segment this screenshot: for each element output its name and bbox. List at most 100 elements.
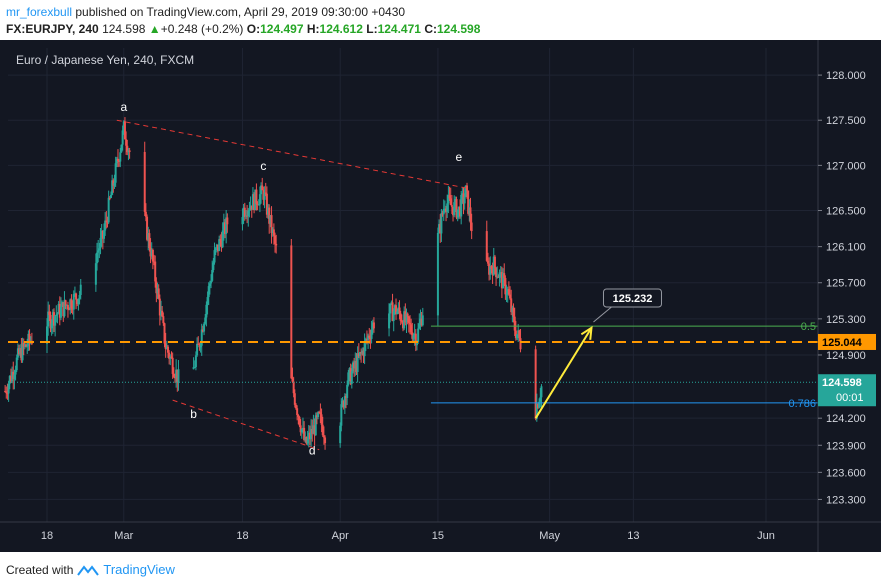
candle-body: [293, 393, 296, 405]
candle-body: [419, 318, 422, 324]
candle-body: [300, 429, 303, 433]
candle-body: [355, 361, 358, 372]
candle-body: [317, 412, 320, 418]
candle-body: [203, 323, 206, 332]
candle-body: [362, 350, 365, 357]
candle-body: [403, 311, 406, 329]
candle-body: [198, 343, 201, 348]
candle-body: [396, 311, 399, 315]
candle-body: [127, 150, 130, 153]
candle-body: [221, 230, 224, 248]
y-axis[interactable]: 128.000 127.500 127.000 126.500 126.100 125.7…: [817, 40, 876, 552]
candle-body: [538, 401, 541, 408]
candle-body: [254, 189, 257, 211]
open-value: 124.497: [260, 22, 304, 36]
candle-body: [500, 272, 503, 289]
candle-body: [46, 326, 48, 344]
candle-body: [113, 182, 116, 186]
candle-body: [210, 280, 213, 284]
x-axis[interactable]: 18 Mar 18 Apr 15 May 13 Jun: [0, 521, 881, 542]
candle-body: [442, 208, 445, 215]
candle-body: [357, 353, 360, 356]
candle-body: [491, 268, 494, 276]
candle-body: [258, 194, 261, 205]
candle-body: [275, 243, 278, 246]
candle-body: [119, 152, 122, 162]
close-label: C:: [424, 22, 437, 36]
candle-body: [72, 294, 75, 310]
candle-body: [369, 338, 372, 340]
candle-body: [48, 311, 51, 315]
candle-body: [463, 196, 466, 204]
candle-body: [164, 343, 167, 349]
candle-body: [218, 239, 221, 251]
candle-body: [28, 333, 31, 342]
chart-background: [0, 40, 881, 552]
candle-body: [155, 281, 158, 294]
candle-body: [125, 139, 128, 146]
chart-title: Euro / Japanese Yen, 240, FXCM: [16, 53, 194, 67]
candle-body: [459, 206, 462, 217]
candle-body: [247, 210, 250, 217]
candle-body: [206, 297, 209, 305]
candle-body: [19, 348, 22, 355]
candle-body: [462, 193, 465, 204]
candle-body: [242, 207, 245, 218]
candle-body: [248, 209, 251, 211]
candle-body: [73, 293, 76, 295]
candle-body: [7, 383, 10, 394]
candle-body: [79, 284, 82, 295]
candle-body: [268, 207, 271, 224]
wave-label-d: d: [309, 443, 316, 457]
tradingview-brand[interactable]: TradingView: [103, 562, 175, 577]
candle-body: [364, 339, 367, 342]
projection-arrowhead: [580, 325, 593, 340]
candle-body: [65, 305, 68, 307]
candle-body: [367, 335, 370, 340]
candle-body: [454, 199, 457, 203]
candle-body: [13, 374, 16, 379]
candle-body: [219, 239, 222, 241]
candle-body: [157, 288, 160, 299]
candle-body: [509, 294, 512, 299]
candle-body: [246, 215, 249, 217]
candle-body: [346, 384, 349, 398]
candle-body: [214, 248, 217, 251]
candle-body: [372, 322, 375, 329]
candle-body: [66, 305, 69, 310]
candle-body: [465, 185, 468, 191]
candle-body: [4, 391, 7, 393]
candle-body: [319, 412, 322, 415]
candle-body: [111, 180, 114, 195]
candle-body: [15, 357, 18, 371]
candle-body: [402, 322, 405, 329]
candle-body: [496, 276, 499, 278]
candle-body: [493, 256, 496, 268]
candle-body: [321, 424, 324, 436]
candle-body: [354, 361, 357, 369]
publish-line: mr_forexbull published on TradingView.co…: [6, 5, 405, 19]
candle-body: [439, 224, 442, 234]
candle-body: [405, 313, 408, 323]
chart-area[interactable]: a b c d e 0.5 0.786 125.232 128.000 127.500 127.0…: [0, 40, 881, 552]
candle-body: [510, 298, 513, 313]
candle-body: [518, 330, 521, 339]
candle-body: [217, 244, 220, 251]
candle-body: [410, 324, 413, 333]
candle-body: [345, 396, 348, 398]
y-tick-label: 124.900: [826, 350, 866, 362]
created-with-text: Created with: [6, 562, 74, 577]
candle-body: [50, 323, 53, 329]
candle-body: [156, 288, 159, 294]
candle-body: [517, 330, 520, 335]
candle-body: [205, 304, 208, 318]
candle-body: [436, 232, 439, 316]
candle-body: [489, 265, 492, 275]
author-link[interactable]: mr_forexbull: [6, 5, 73, 19]
y-tick-label: 123.900: [826, 440, 866, 452]
candle-body: [267, 207, 270, 215]
candle-body: [272, 229, 275, 236]
candle-body: [485, 231, 488, 261]
candle-body: [122, 121, 125, 131]
candle-body: [59, 306, 62, 318]
